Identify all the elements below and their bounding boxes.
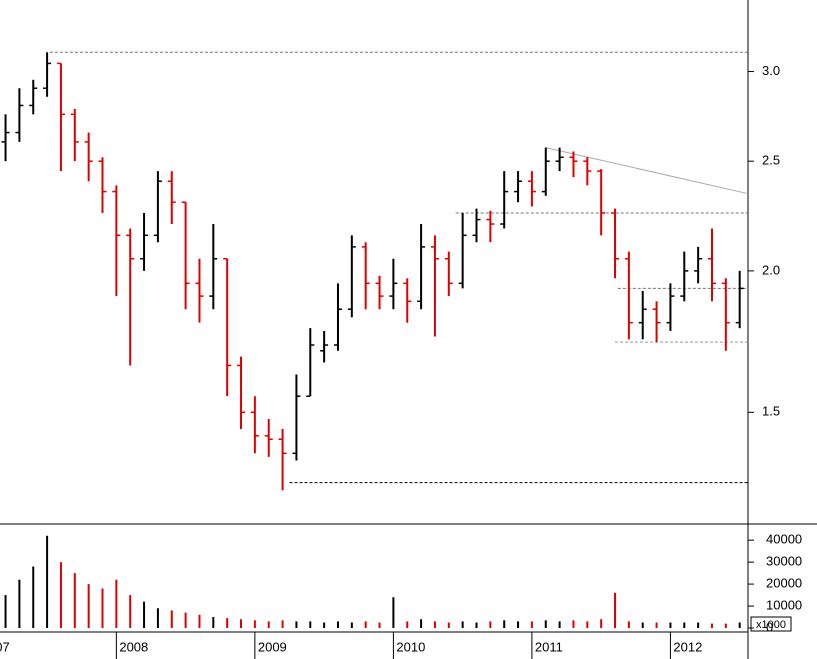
volume-bar bbox=[710, 623, 713, 628]
volume-bar bbox=[669, 622, 672, 628]
volume-bar bbox=[184, 612, 187, 628]
y-tick-label: 40000 bbox=[766, 532, 802, 547]
y-tick-label: 10000 bbox=[766, 597, 802, 612]
volume-bar bbox=[475, 622, 478, 628]
volume-bar bbox=[600, 619, 603, 628]
volume-bar bbox=[115, 579, 118, 628]
y-tick-label: 20000 bbox=[766, 576, 802, 591]
volume-bar bbox=[350, 622, 353, 628]
volume-bar bbox=[586, 621, 589, 628]
volume-bar bbox=[198, 614, 201, 628]
volume-bar bbox=[392, 597, 395, 628]
y-tick-label: 30000 bbox=[766, 554, 802, 569]
volume-bar bbox=[724, 623, 727, 628]
volume-bar bbox=[530, 621, 533, 628]
trend-line bbox=[545, 147, 749, 195]
x-tick-label: 2007 bbox=[0, 639, 10, 654]
volume-bar bbox=[170, 610, 173, 628]
volume-bar bbox=[433, 621, 436, 628]
volume-bar bbox=[4, 595, 7, 628]
volume-bar bbox=[641, 622, 644, 628]
y-tick-label: 3.0 bbox=[762, 63, 780, 78]
x-tick-label: 2008 bbox=[119, 639, 148, 654]
volume-bar bbox=[46, 535, 49, 628]
y-tick-label: 2.5 bbox=[762, 153, 780, 168]
volume-bar bbox=[253, 620, 256, 628]
volume-bar bbox=[544, 620, 547, 628]
volume-bar bbox=[323, 622, 326, 628]
volume-bar bbox=[489, 621, 492, 628]
volume-bar bbox=[364, 621, 367, 628]
x-tick-label: 2010 bbox=[396, 639, 425, 654]
x-tick-label: 2012 bbox=[673, 639, 702, 654]
volume-bar bbox=[461, 621, 464, 628]
volume-bar bbox=[420, 619, 423, 628]
volume-bar bbox=[87, 584, 90, 628]
volume-bar bbox=[226, 618, 229, 628]
volume-bar bbox=[240, 619, 243, 628]
volume-bar bbox=[336, 621, 339, 628]
volume-bar bbox=[212, 617, 215, 628]
volume-bar bbox=[614, 592, 617, 628]
x-tick-label: 2009 bbox=[258, 639, 287, 654]
volume-bar bbox=[156, 608, 159, 628]
volume-bar bbox=[281, 620, 284, 628]
y-tick-label: 0 bbox=[766, 619, 773, 634]
volume-bar bbox=[18, 579, 21, 628]
volume-bar bbox=[683, 622, 686, 628]
volume-bar bbox=[447, 622, 450, 628]
unit-label: x1000 bbox=[756, 619, 786, 631]
volume-bar bbox=[378, 622, 381, 628]
volume-bar bbox=[697, 622, 700, 628]
volume-bar bbox=[59, 562, 62, 628]
volume-bar bbox=[295, 621, 298, 628]
y-tick-label: 1.5 bbox=[762, 404, 780, 419]
volume-bar bbox=[73, 573, 76, 628]
unit-box bbox=[750, 616, 792, 632]
volume-bar bbox=[406, 621, 409, 628]
volume-bar bbox=[32, 566, 35, 628]
volume-bar bbox=[738, 622, 741, 628]
volume-bar bbox=[627, 621, 630, 628]
volume-bar bbox=[558, 621, 561, 628]
y-tick-label: 2.0 bbox=[762, 262, 780, 277]
volume-bar bbox=[572, 620, 575, 628]
volume-bar bbox=[129, 595, 132, 628]
volume-bar bbox=[143, 601, 146, 628]
volume-bar bbox=[503, 620, 506, 628]
volume-bar bbox=[101, 588, 104, 628]
volume-bar bbox=[655, 622, 658, 628]
x-tick-label: 2011 bbox=[535, 639, 563, 654]
volume-bar bbox=[517, 621, 520, 628]
volume-bar bbox=[267, 621, 270, 628]
volume-bar bbox=[309, 621, 312, 628]
